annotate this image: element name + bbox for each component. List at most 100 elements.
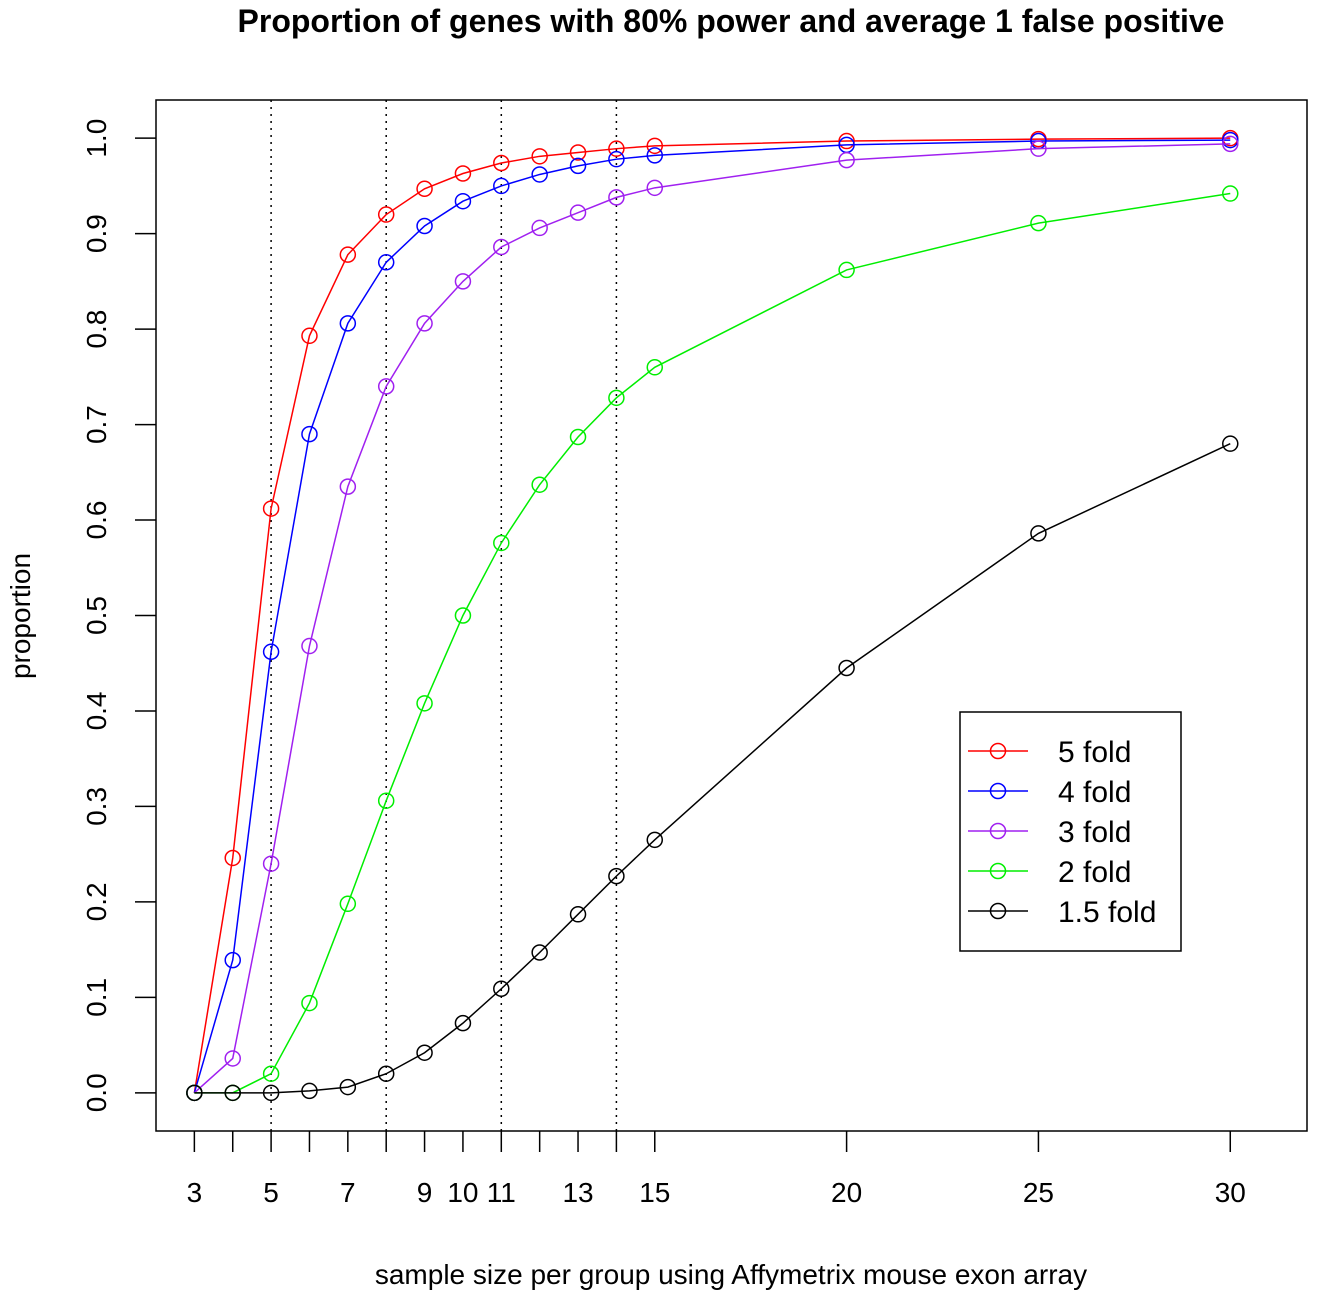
y-tick-label: 0.3 bbox=[81, 787, 112, 826]
data-point bbox=[1222, 131, 1239, 149]
series-5-fold bbox=[186, 129, 1239, 1102]
legend-label: 3 fold bbox=[1058, 816, 1131, 849]
data-point bbox=[646, 831, 664, 849]
y-tick-label: 0.4 bbox=[81, 691, 112, 730]
data-point bbox=[454, 165, 472, 182]
legend-swatch-marker bbox=[989, 862, 1007, 880]
data-point bbox=[1030, 140, 1047, 157]
data-point bbox=[493, 177, 510, 195]
legend-label: 2 fold bbox=[1058, 856, 1131, 889]
x-tick-label: 7 bbox=[340, 1177, 356, 1208]
data-point bbox=[493, 238, 510, 256]
data-point bbox=[339, 1078, 357, 1096]
reference-lines bbox=[270, 100, 618, 1131]
data-point bbox=[838, 261, 855, 279]
data-point bbox=[608, 150, 625, 168]
legend-item: 3 fold bbox=[968, 816, 1131, 849]
data-point bbox=[454, 273, 472, 290]
data-point bbox=[377, 254, 395, 271]
x-tick-label: 15 bbox=[639, 1177, 670, 1208]
data-point bbox=[608, 140, 625, 157]
data-point bbox=[838, 151, 855, 169]
data-point bbox=[646, 179, 664, 197]
data-point bbox=[531, 219, 548, 237]
data-point bbox=[1030, 525, 1047, 542]
y-tick-label: 0.9 bbox=[81, 214, 112, 253]
y-tick-label: 1.0 bbox=[81, 119, 112, 158]
x-tick-label: 11 bbox=[487, 1177, 516, 1208]
legend: 5 fold 4 fold 3 fold 2 fold 1.5 fold bbox=[959, 711, 1182, 952]
x-tick-label: 13 bbox=[562, 1177, 593, 1208]
x-tick-label: 3 bbox=[187, 1177, 203, 1208]
data-point bbox=[454, 607, 472, 624]
data-point bbox=[838, 659, 855, 677]
legend-swatch-marker bbox=[989, 782, 1007, 800]
data-point bbox=[262, 643, 280, 661]
data-point bbox=[262, 500, 280, 517]
data-point bbox=[454, 1014, 472, 1032]
data-point bbox=[493, 154, 510, 172]
data-point bbox=[301, 327, 318, 345]
data-point bbox=[339, 895, 357, 913]
series-layer bbox=[186, 129, 1239, 1102]
data-point bbox=[1222, 185, 1239, 202]
y-tick-label: 0.7 bbox=[81, 405, 112, 444]
data-point bbox=[569, 144, 587, 161]
data-point bbox=[301, 637, 318, 655]
series-3-fold bbox=[186, 135, 1239, 1102]
data-point bbox=[838, 132, 855, 150]
data-point bbox=[608, 189, 625, 206]
y-tick-label: 0.0 bbox=[81, 1073, 112, 1112]
data-point bbox=[301, 994, 318, 1012]
data-point bbox=[377, 206, 395, 223]
data-point bbox=[1222, 435, 1239, 452]
data-point bbox=[339, 315, 357, 332]
legend-item: 5 fold bbox=[968, 736, 1131, 769]
series-line bbox=[193, 137, 1231, 1093]
data-point bbox=[531, 476, 548, 493]
data-point bbox=[224, 1084, 241, 1102]
data-point bbox=[569, 157, 587, 175]
legend-label: 5 fold bbox=[1058, 736, 1131, 769]
data-point bbox=[377, 378, 395, 395]
x-tick-label: 5 bbox=[263, 1177, 279, 1208]
series-line bbox=[193, 139, 1231, 1094]
legend-swatch-marker bbox=[989, 742, 1007, 760]
x-tick-label: 20 bbox=[831, 1177, 862, 1208]
series-1-5-fold bbox=[186, 435, 1239, 1102]
data-point bbox=[262, 855, 280, 872]
data-point bbox=[301, 1082, 318, 1100]
x-tick-label: 10 bbox=[447, 1177, 478, 1208]
chart-title: Proportion of genes with 80% power and a… bbox=[238, 3, 1225, 39]
x-tick-label: 9 bbox=[417, 1177, 433, 1208]
legend-item: 1.5 fold bbox=[968, 896, 1156, 929]
data-point bbox=[1222, 135, 1239, 153]
data-point bbox=[186, 1084, 203, 1102]
data-point bbox=[377, 1065, 395, 1082]
legend-swatch-marker bbox=[989, 822, 1007, 840]
data-point bbox=[339, 246, 357, 263]
data-point bbox=[224, 951, 241, 969]
series-line bbox=[193, 143, 1231, 1094]
data-point bbox=[493, 980, 510, 998]
x-axis-label: sample size per group using Affymetrix m… bbox=[375, 1259, 1087, 1290]
data-point bbox=[339, 478, 357, 495]
legend-item: 2 fold bbox=[968, 856, 1131, 889]
x-tick-label: 25 bbox=[1023, 1177, 1054, 1208]
data-point bbox=[569, 428, 587, 446]
data-point bbox=[531, 166, 548, 183]
y-axis-label: proportion bbox=[5, 553, 36, 679]
data-point bbox=[608, 867, 625, 885]
data-point bbox=[416, 315, 433, 332]
data-point bbox=[454, 192, 472, 210]
data-point bbox=[531, 148, 548, 165]
data-point bbox=[416, 180, 433, 198]
data-point bbox=[262, 1084, 280, 1102]
series-line bbox=[194, 192, 1231, 1094]
y-tick-label: 0.2 bbox=[81, 882, 112, 921]
data-point bbox=[416, 217, 433, 235]
data-point bbox=[569, 906, 587, 923]
data-point bbox=[646, 147, 664, 164]
y-tick-label: 0.5 bbox=[81, 596, 112, 635]
